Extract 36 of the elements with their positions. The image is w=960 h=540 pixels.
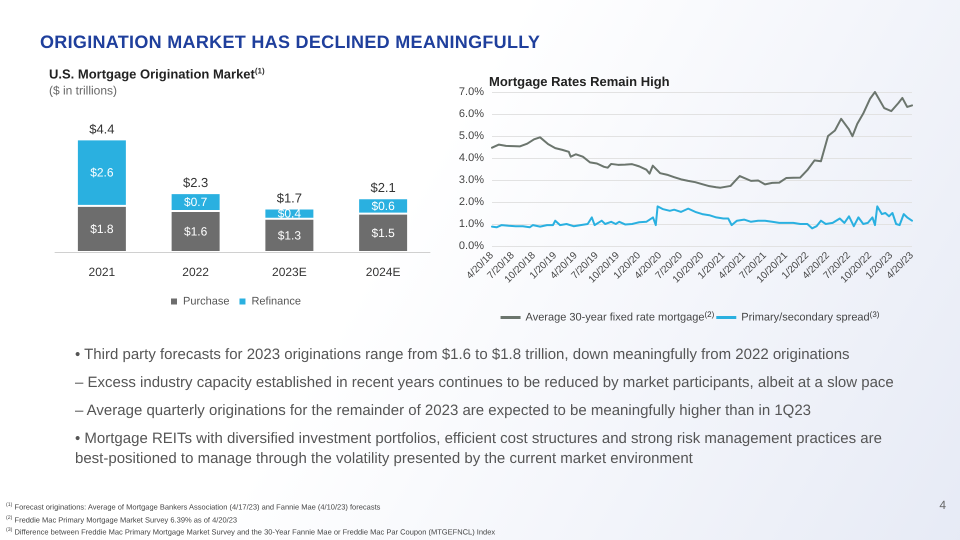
data-label: $2.6 <box>90 166 114 180</box>
y-tick-label: 1.0% <box>458 218 484 230</box>
data-label: $1.5 <box>371 226 396 240</box>
text: • Third party forecasts for 2023 originations range from $1.6 to $1.8 trillion, down meaningfully from 2022 originations <box>75 345 851 365</box>
x-tick-label: 2023E <box>272 265 307 279</box>
x-tick-label: 2021 <box>88 265 116 279</box>
y-tick-label: 4.0% <box>458 152 484 164</box>
line-series <box>491 205 913 230</box>
text: – Average quarterly originations for the remainder of 2023 are expected to be meaningfully higher than in 1Q23 <box>75 401 812 421</box>
legend-label: Purchase <box>183 296 230 308</box>
text: • Mortgage REITs with diversified investment portfolios, efficient cost structures and strong risk management practices are best-positioned to manage through the volatility presented by the current market environment <box>75 429 883 469</box>
y-tick-label: 6.0% <box>458 108 484 120</box>
text: – Excess industry capacity established in recent years continues to be reduced by market participants, albeit at a slow pace <box>75 373 895 393</box>
x-tick-label: 2024E <box>366 265 400 279</box>
legend-label: Refinance <box>251 296 302 308</box>
text: 4 <box>939 498 946 512</box>
data-label: $0.7 <box>184 195 208 210</box>
total-label: $1.7 <box>276 190 302 206</box>
chart-subtitle: ($ in trillions) <box>49 84 118 98</box>
y-tick-label: 5.0% <box>458 130 484 142</box>
chart-title: Mortgage Rates Remain High <box>489 74 670 89</box>
y-tick-label: 3.0% <box>458 174 484 186</box>
y-tick-label: 0.0% <box>458 240 484 252</box>
text: ORIGINATION MARKET HAS DECLINED MEANINGFULLY <box>40 32 540 53</box>
y-tick-label: 2.0% <box>458 196 484 208</box>
y-tick-label: 7.0% <box>458 86 484 98</box>
total-label: $4.4 <box>89 121 115 136</box>
line-series <box>491 91 913 189</box>
data-label: $0.4 <box>278 206 302 221</box>
total-label: $2.3 <box>182 175 208 190</box>
x-tick-label: 2022 <box>182 265 210 279</box>
data-label: $1.3 <box>278 228 302 242</box>
data-label: $0.6 <box>371 198 396 213</box>
total-label: $2.1 <box>370 180 396 196</box>
data-label: $1.8 <box>90 222 114 236</box>
data-label: $1.6 <box>184 224 208 239</box>
